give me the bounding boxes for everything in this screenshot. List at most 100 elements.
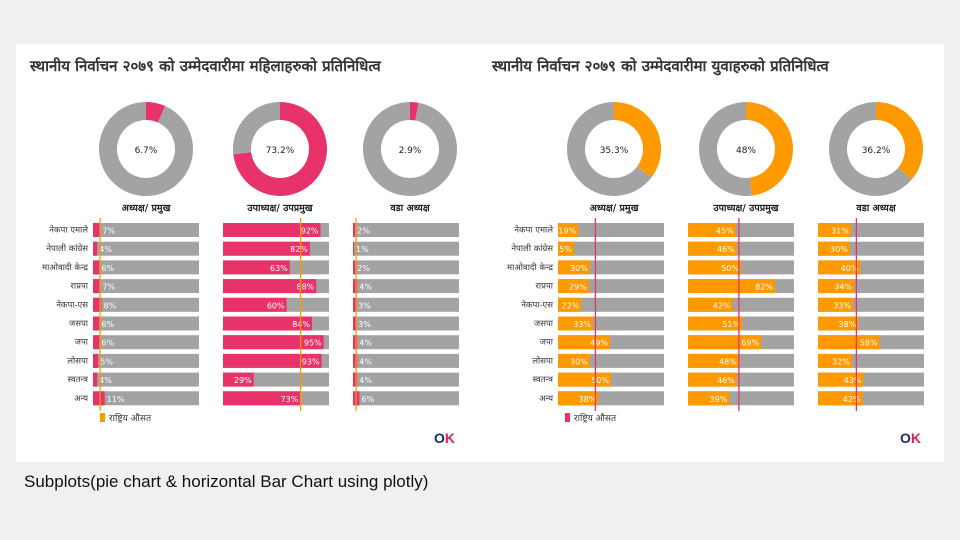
women-bar-bg: [93, 372, 199, 387]
women-bar-data-label: 4%: [359, 376, 372, 385]
women-bar-bg: [353, 260, 459, 275]
women-bar-1-value: [223, 391, 301, 406]
women-bar-bg: [353, 279, 459, 294]
women-bar-1-value: [223, 297, 287, 312]
women-bar-1-value: [223, 223, 321, 237]
youth-bar-data-label: 29%: [569, 283, 587, 292]
youth-bar-data-label: 42%: [843, 395, 861, 404]
women-bar-0-value: [93, 353, 99, 368]
youth-bar-data-label: 33%: [833, 301, 851, 310]
women-bar-data-label: 4%: [359, 283, 372, 292]
youth-donut-0-share-slice: [614, 102, 661, 178]
youth-bar-data-label: 32%: [832, 357, 850, 366]
youth-bar-data-label: 19%: [558, 227, 576, 236]
youth-bar-data-label: 50%: [591, 376, 609, 385]
women-donut-2-share-slice: [410, 102, 419, 121]
youth-bar-2-value: [818, 279, 855, 294]
youth-party-label: नेकपा-एस: [521, 299, 553, 310]
women-bar-0-value: [93, 335, 100, 350]
women-bar-data-label: 73%: [281, 395, 299, 404]
women-bar-bg: [93, 335, 199, 350]
youth-bar-bg: [558, 241, 664, 256]
youth-bar-2-value: [818, 372, 864, 387]
youth-donut-0-rest-slice: [567, 102, 652, 196]
youth-bar-data-label: 39%: [710, 395, 728, 404]
youth-party-label: स्वतन्त्र: [533, 375, 554, 385]
youth-bar-1-value: [688, 353, 739, 368]
women-bar-1-value: [223, 279, 317, 294]
youth-bar-data-label: 15%: [554, 245, 572, 254]
logo-left: OK: [434, 430, 456, 446]
women-bar-bg: [93, 241, 199, 256]
women-bar-data-label: 6%: [101, 320, 114, 329]
youth-donut-1-share-slice: [746, 102, 793, 196]
women-bar-2-value: [353, 279, 358, 294]
youth-bar-data-label: 46%: [717, 376, 735, 385]
youth-bar-1-value: [688, 241, 737, 256]
youth-bar-1-value: [688, 335, 762, 350]
youth-bar-0-value: [558, 372, 611, 387]
women-donut-1-rest-slice: [233, 102, 280, 155]
youth-bar-1-value: [688, 223, 736, 237]
women-bar-data-label: 2%: [357, 227, 370, 236]
youth-bar-data-label: 42%: [713, 301, 731, 310]
women-bar-bg: [93, 353, 199, 368]
women-party-label: नेकपा-एस: [56, 299, 88, 310]
women-bar-0-value: [93, 316, 100, 331]
women-subplot-1-title: उपाध्यक्ष/ उपप्रमुख: [246, 203, 313, 214]
youth-party-label: नेकपा एमाले: [514, 225, 553, 236]
youth-bar-0-value: [558, 223, 579, 237]
women-donut-2-rest-slice: [363, 102, 457, 197]
women-bar-1-value: [223, 241, 310, 256]
women-bar-data-label: 3%: [358, 301, 371, 310]
women-bar-bg: [353, 353, 459, 368]
women-bar-data-label: 29%: [234, 376, 252, 385]
youth-party-label: माओवादी केन्द्र: [507, 262, 553, 273]
youth-party-label: लोसपा: [532, 355, 554, 366]
youth-bar-0-value: [558, 279, 589, 294]
youth-bar-0-value: [558, 335, 610, 350]
youth-bar-data-label: 22%: [562, 301, 580, 310]
youth-bar-1-value: [688, 297, 733, 312]
youth-bar-1-value: [688, 316, 743, 331]
women-bar-2-value: [353, 372, 358, 387]
women-party-label: माओवादी केन्द्र: [42, 262, 88, 273]
youth-donut-2-label: 36.2%: [862, 146, 891, 156]
women-party-label: स्वतन्त्र: [68, 375, 89, 385]
women-bar-1-value: [223, 260, 290, 275]
youth-donut-2-share-slice: [876, 102, 923, 180]
youth-donut-2-rest-slice: [829, 102, 912, 196]
youth-party-label: जसपा: [534, 319, 554, 329]
women-bar-2-value: [353, 316, 357, 331]
youth-bar-0-value: [558, 260, 590, 275]
women-party-label: राप्रपा: [70, 282, 88, 292]
women-bar-data-label: 8%: [103, 301, 116, 310]
youth-bar-data-label: 45%: [716, 227, 734, 236]
youth-bar-0-value: [558, 391, 599, 406]
youth-subplot-0-title: अध्यक्ष/ प्रमुख: [590, 203, 640, 214]
youth-bar-data-label: 34%: [834, 283, 852, 292]
women-bar-0-value: [93, 297, 102, 312]
women-party-label: नेकपा एमाले: [49, 225, 88, 236]
women-bar-data-label: 4%: [359, 357, 372, 366]
youth-bar-bg: [558, 297, 664, 312]
women-bar-data-label: 6%: [101, 339, 114, 348]
youth-bar-data-label: 51%: [722, 320, 740, 329]
youth-bar-data-label: 50%: [721, 264, 739, 273]
women-bar-bg: [353, 372, 459, 387]
logo-right: OK: [900, 430, 922, 446]
women-bar-1-value: [223, 316, 313, 331]
women-bar-bg: [353, 297, 459, 312]
youth-bar-data-label: 38%: [578, 395, 596, 404]
women-bar-0-value: [93, 241, 98, 256]
youth-bar-data-label: 30%: [570, 357, 588, 366]
women-bar-data-label: 4%: [99, 245, 112, 254]
youth-bar-2-value: [818, 353, 852, 368]
women-party-label: जपा: [75, 338, 89, 348]
youth-donut-1-rest-slice: [698, 102, 752, 197]
women-bar-data-label: 2%: [357, 264, 370, 273]
women-bar-bg: [93, 391, 199, 406]
women-bar-2-value: [353, 241, 355, 256]
women-donut-2-label: 2.9%: [399, 146, 422, 156]
women-bar-data-label: 6%: [101, 264, 114, 273]
